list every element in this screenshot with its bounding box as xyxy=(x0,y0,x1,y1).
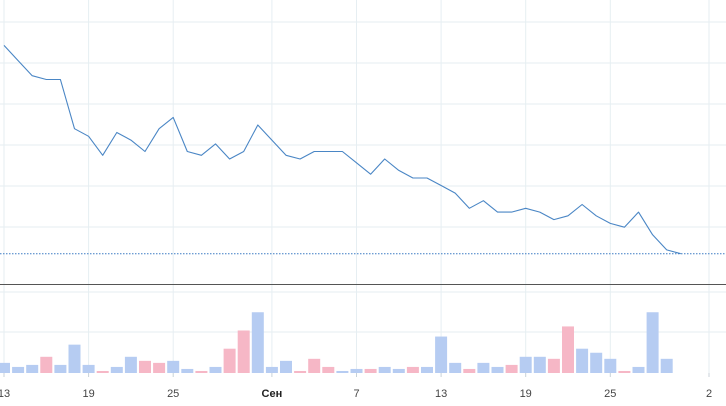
volume-bar xyxy=(280,360,292,373)
volume-bar xyxy=(519,356,532,373)
volume-bar xyxy=(421,366,433,373)
volume-bar xyxy=(576,348,589,373)
x-tick-label: 25 xyxy=(604,388,616,400)
volume-bar xyxy=(463,368,476,373)
volume-bar xyxy=(491,366,504,373)
volume-bar xyxy=(294,370,307,373)
volume-bar xyxy=(350,368,363,373)
volume-bar xyxy=(265,366,278,373)
volume-bar xyxy=(54,364,67,373)
volume-bar xyxy=(505,364,518,373)
volume-bar xyxy=(604,358,617,373)
volume-bar xyxy=(308,358,321,373)
volume-bar xyxy=(477,362,490,373)
volume-bar xyxy=(646,312,659,373)
volume-bar xyxy=(110,366,123,373)
volume-bar xyxy=(40,356,53,373)
volume-bar xyxy=(223,348,236,373)
volume-bar xyxy=(153,362,166,373)
x-tick-label: 19 xyxy=(520,388,532,400)
volume-bar xyxy=(435,336,448,373)
x-tick-label: 2 xyxy=(706,388,712,400)
grid xyxy=(0,0,726,373)
x-tick-label: 13 xyxy=(0,388,10,400)
volume-bar xyxy=(26,364,39,373)
volume-bar xyxy=(632,366,645,373)
volume-bar xyxy=(449,362,462,373)
volume-bar xyxy=(82,364,95,373)
volume-bar xyxy=(618,370,631,373)
volume-bar xyxy=(0,362,10,373)
price-line xyxy=(3,45,681,255)
volume-bar xyxy=(237,330,250,373)
volume-bar xyxy=(68,344,81,373)
x-tick-label: 19 xyxy=(82,388,94,400)
x-tick-label: 7 xyxy=(353,388,359,400)
volume-bar xyxy=(562,326,574,373)
volume-bar xyxy=(392,368,405,373)
volume-bar xyxy=(181,368,194,373)
x-tick-label: 25 xyxy=(167,388,179,400)
volume-bar xyxy=(195,370,208,373)
volume-bar xyxy=(364,368,377,373)
volume-bar xyxy=(547,358,560,373)
volume-bars xyxy=(0,312,673,373)
volume-bar xyxy=(322,366,335,373)
volume-bar xyxy=(378,366,391,373)
volume-bar xyxy=(590,352,603,373)
x-tick-label: 13 xyxy=(435,388,447,400)
volume-bar xyxy=(251,312,264,373)
volume-bar xyxy=(124,356,137,373)
volume-bar xyxy=(12,366,25,373)
volume-bar xyxy=(209,366,222,373)
volume-bar xyxy=(406,366,419,373)
volume-bar xyxy=(139,360,151,373)
price-series xyxy=(0,45,726,255)
x-tick-label: Сен xyxy=(262,388,283,400)
x-axis: 13 19 25 Сен 7 13 19 25 2 xyxy=(0,373,712,400)
volume-bar xyxy=(167,360,180,373)
volume-bar xyxy=(96,370,109,373)
volume-bar xyxy=(533,356,546,373)
volume-bar xyxy=(336,370,349,373)
volume-bar xyxy=(660,358,673,373)
